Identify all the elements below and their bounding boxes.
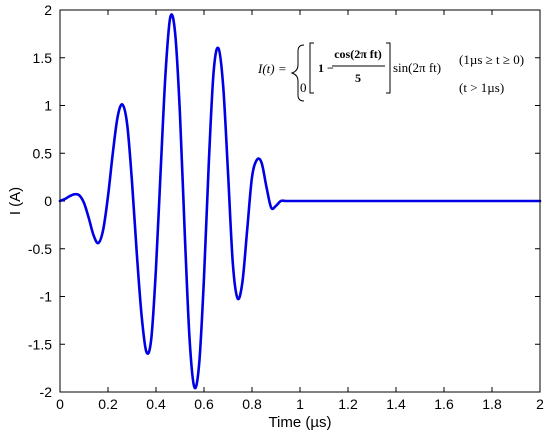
plot-frame (59, 9, 541, 393)
x-tick-label: 0.6 (194, 396, 214, 412)
eq-case1-sin: sin(2π ft) (393, 60, 441, 75)
eq-left-bracket (309, 42, 314, 94)
eq-case2-condition: (t > 1µs) (459, 80, 504, 95)
eq-case1-denominator: 5 (355, 71, 361, 85)
y-tick-label: 0 (44, 193, 52, 209)
y-axis-title: I (A) (7, 187, 24, 215)
x-tick-label: 0 (56, 396, 64, 412)
x-tick-labels: 0 0.2 0.4 0.6 0.8 1 1.2 1.4 1.6 1.8 2 (56, 396, 544, 412)
eq-right-bracket (386, 42, 391, 94)
x-tick-label: 0.4 (146, 396, 166, 412)
x-tick-label: 0.8 (242, 396, 262, 412)
eq-case1-condition: (1µs ≥ t ≥ 0) (459, 52, 524, 67)
eq-case1-numerator: cos(2π ft) (334, 47, 382, 61)
x-tick-label: 1.6 (434, 396, 454, 412)
eq-case2-value: 0 (300, 80, 307, 95)
series-line (58, 13, 542, 390)
y-tick-label: 1 (44, 98, 52, 114)
y-tick-label: -2 (40, 384, 53, 400)
y-tick-label: -1.5 (28, 336, 52, 352)
y-tick-label: 1.5 (33, 50, 53, 66)
y-tick-label: 0.5 (33, 145, 53, 161)
eq-lhs: I(t) = (257, 61, 287, 76)
equation-annotation: I(t) = 1 − cos(2π ft) 5 sin(2π ft) (1µs … (257, 42, 524, 102)
x-tick-label: 1.8 (482, 396, 502, 412)
eq-case1-one: 1 − (318, 61, 334, 75)
x-tick-label: 0.2 (98, 396, 118, 412)
y-tick-label: 2 (44, 2, 52, 18)
x-axis-title: Time (µs) (268, 414, 331, 431)
x-tick-label: 2 (536, 396, 544, 412)
y-tick-label: -1 (40, 289, 53, 305)
eq-curly-brace (290, 44, 305, 102)
x-tick-label: 1.4 (386, 396, 406, 412)
x-tick-label: 1.2 (338, 396, 358, 412)
x-tick-label: 1 (296, 396, 304, 412)
y-tick-label: -0.5 (28, 241, 52, 257)
y-tick-labels: 2 1.5 1 0.5 0 -0.5 -1 -1.5 -2 (28, 2, 52, 400)
